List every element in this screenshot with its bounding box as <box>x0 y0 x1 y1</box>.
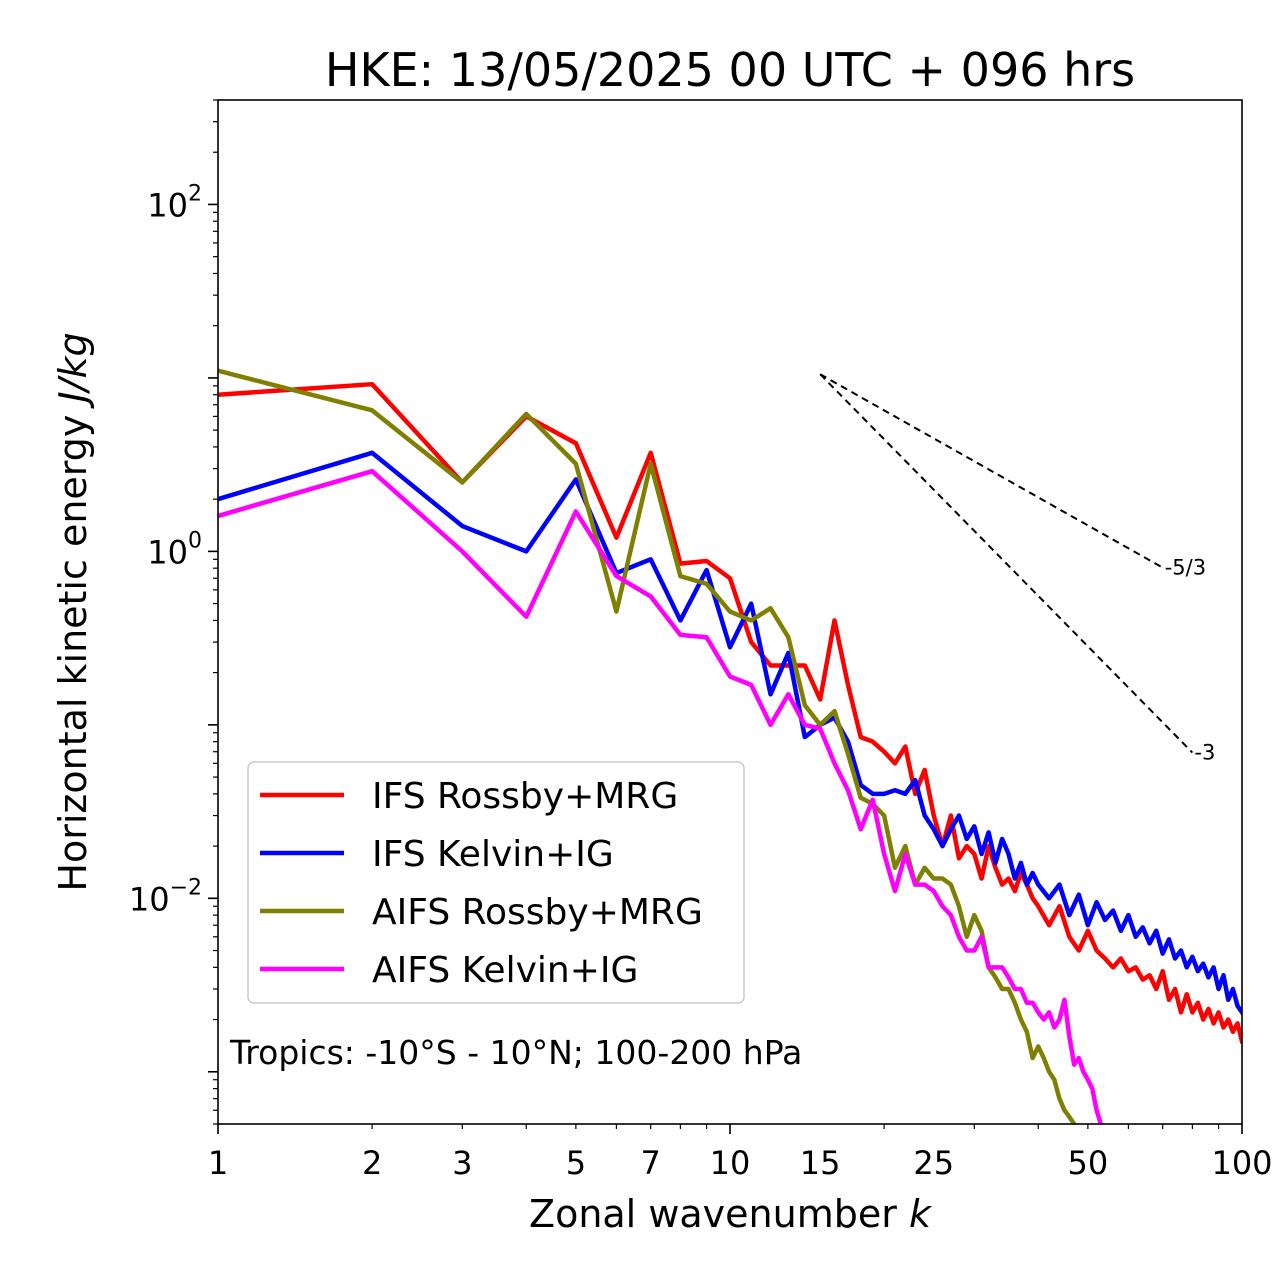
chart-title: HKE: 13/05/2025 00 UTC + 096 hrs <box>325 43 1135 97</box>
x-axis-ticks: 1 2 3 5 7 10 15 25 50 100 <box>208 1124 1273 1182</box>
x-axis-label-text: Zonal wavenumber <box>529 1192 897 1236</box>
reference-line-1 <box>819 373 1164 569</box>
x-axis-label-var: k <box>909 1192 933 1236</box>
legend-label-3: AIFS Rossby+MRG <box>372 892 703 933</box>
x-tick-label: 2 <box>362 1144 382 1182</box>
series-line-1 <box>218 381 1242 1044</box>
legend: IFS Rossby+MRG IFS Kelvin+IG AIFS Rossby+M… <box>247 761 745 1004</box>
x-tick-label: 1 <box>208 1144 228 1182</box>
reference-line-2 <box>819 373 1194 754</box>
legend-entries: IFS Rossby+MRG IFS Kelvin+IG AIFS Rossby+M… <box>260 776 703 991</box>
legend-box <box>247 761 745 1004</box>
legend-label-2: IFS Kelvin+IG <box>372 834 614 875</box>
reference-lines: -5/3 -3 <box>819 373 1215 765</box>
legend-label-1: IFS Rossby+MRG <box>372 776 678 817</box>
x-tick-label: 100 <box>1211 1144 1272 1182</box>
series-line-2 <box>218 450 1242 1016</box>
y-axis-ticks: 10−2 100 102 <box>129 99 218 1125</box>
reference-line-label-1: -5/3 <box>1165 556 1206 580</box>
x-tick-label: 5 <box>566 1144 586 1182</box>
x-tick-label: 15 <box>800 1144 841 1182</box>
x-axis-label: Zonal wavenumber k <box>529 1192 933 1236</box>
y-axis-label-unit: J/kg <box>51 332 95 409</box>
reference-line-label-2: -3 <box>1194 741 1215 765</box>
legend-label-4: AIFS Kelvin+IG <box>372 950 638 991</box>
y-axis-label-text: Horizontal kinetic energy <box>51 415 95 892</box>
y-axis-label: Horizontal kinetic energy J/kg <box>51 332 95 891</box>
x-tick-label: 7 <box>641 1144 661 1182</box>
y-tick-label: 102 <box>147 181 202 224</box>
x-tick-label: 50 <box>1068 1144 1109 1182</box>
y-tick-label: 100 <box>147 528 202 571</box>
series-layer <box>218 368 1242 1124</box>
region-annotation: Tropics: -10°S - 10°N; 100-200 hPa <box>229 1033 802 1072</box>
series-line-3 <box>218 368 1077 1124</box>
series-line-4 <box>218 468 1104 1124</box>
y-tick-label: 10−2 <box>129 875 202 918</box>
x-tick-label: 25 <box>913 1144 954 1182</box>
x-tick-label: 3 <box>452 1144 472 1182</box>
x-tick-label: 10 <box>710 1144 751 1182</box>
